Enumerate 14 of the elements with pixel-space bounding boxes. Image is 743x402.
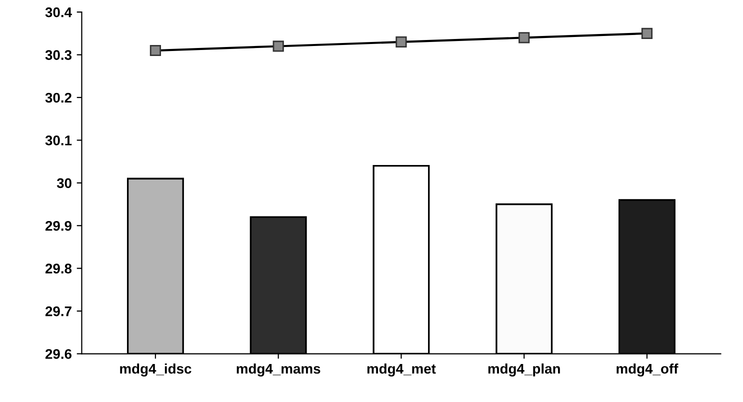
y-tick-label: 29.6 [45,349,72,359]
x-tick-label: mdg4_met [367,363,436,376]
y-tick-label: 30.1 [45,136,72,146]
y-tick-label: 29.9 [45,220,72,231]
x-tick-label: mdg4_idsc [120,363,192,376]
y-tick-label: 30 [56,178,72,188]
y-tick-label: 29.8 [45,264,72,274]
x-tick-label: mdg4_plan [488,363,560,376]
y-tick-label: 29.7 [45,306,72,316]
y-tick-label: 30.4 [45,7,72,18]
x-tick-label: mdg4_mams [236,363,320,376]
y-tick-label: 30.2 [45,92,72,103]
x-tick-label: mdg4_off [616,363,678,376]
y-tick-label: 30.3 [45,50,72,60]
